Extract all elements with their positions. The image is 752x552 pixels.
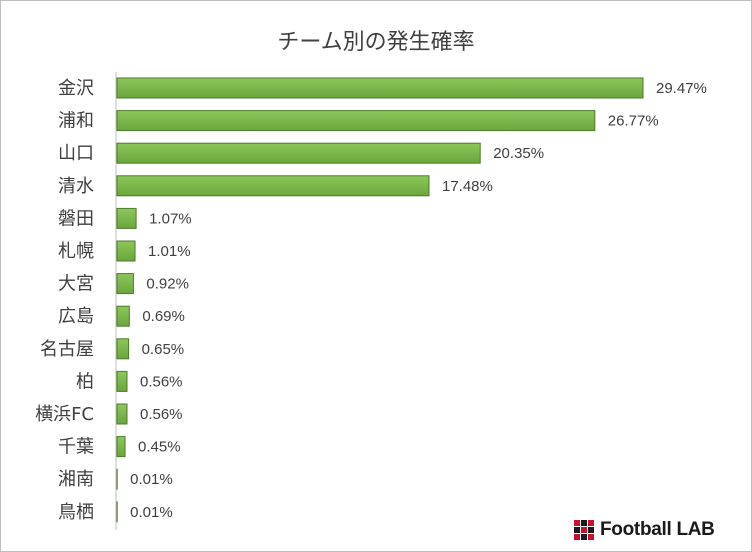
category-label: 札幌 [58, 241, 94, 262]
data-label: 20.35% [493, 145, 544, 162]
category-label: 鳥栖 [58, 502, 94, 523]
category-label: 大宮 [58, 274, 94, 295]
bar [116, 240, 136, 262]
category-label: 清水 [58, 176, 94, 197]
data-label: 0.01% [130, 471, 173, 488]
bar [116, 305, 130, 327]
data-label: 0.92% [146, 276, 189, 293]
bar [116, 338, 130, 360]
category-label: 横浜FC [35, 404, 94, 425]
category-label: 山口 [58, 143, 94, 164]
bar [116, 436, 126, 458]
logo-text: Football LAB [600, 519, 715, 540]
category-label: 浦和 [58, 111, 94, 132]
category-label: 千葉 [58, 437, 94, 458]
data-label: 0.56% [140, 406, 183, 423]
data-label: 29.47% [656, 80, 707, 97]
bar [116, 175, 430, 197]
bar [116, 273, 134, 295]
bar [116, 110, 596, 132]
logo-grid-icon [574, 520, 594, 540]
data-label: 0.45% [138, 439, 181, 456]
data-label: 0.65% [142, 341, 185, 358]
bar [116, 142, 481, 164]
data-label: 17.48% [442, 178, 493, 195]
category-label: 名古屋 [40, 339, 94, 360]
bar [116, 77, 644, 99]
data-label: 0.69% [142, 308, 185, 325]
data-label: 0.01% [130, 504, 173, 521]
bar [116, 207, 137, 229]
category-label: 湘南 [58, 469, 94, 490]
data-label: 1.07% [149, 210, 192, 227]
bar [116, 403, 128, 425]
category-label: 柏 [76, 371, 94, 392]
category-label: 金沢 [58, 78, 94, 99]
football-lab-logo: Football LAB [574, 518, 715, 542]
data-label: 26.77% [608, 113, 659, 130]
category-label: 磐田 [58, 208, 94, 229]
data-label: 1.01% [148, 243, 191, 260]
data-label: 0.56% [140, 373, 183, 390]
chart-title: チーム別の発生確率 [277, 30, 475, 55]
category-label: 広島 [58, 306, 94, 327]
bar [116, 370, 128, 392]
